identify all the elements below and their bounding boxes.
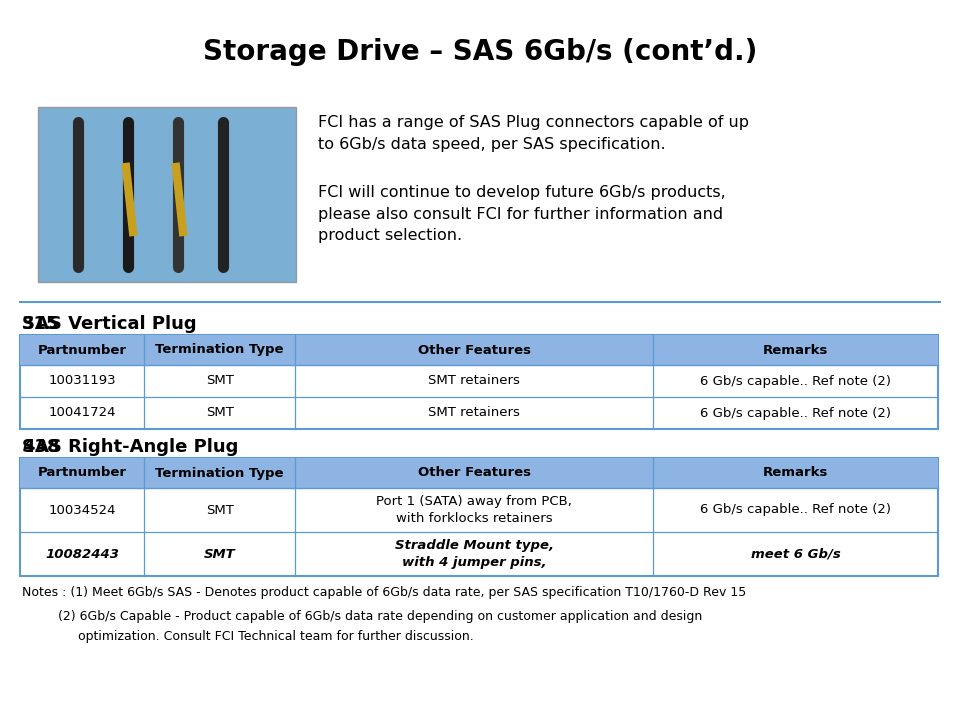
Text: SMT retainers: SMT retainers — [428, 374, 520, 387]
Text: Notes : (1) Meet 6Gb/s SAS - Denotes product capable of 6Gb/s data rate, per SAS: Notes : (1) Meet 6Gb/s SAS - Denotes pro… — [22, 586, 746, 599]
Text: Termination Type: Termination Type — [156, 467, 284, 480]
Text: SMT: SMT — [205, 503, 233, 516]
Text: Storage Drive – SAS 6Gb/s (cont’d.): Storage Drive – SAS 6Gb/s (cont’d.) — [203, 38, 757, 66]
Text: Other Features: Other Features — [418, 343, 531, 356]
Text: FCI will continue to develop future 6Gb/s products,
please also consult FCI for : FCI will continue to develop future 6Gb/… — [318, 185, 726, 243]
Text: Remarks: Remarks — [763, 467, 828, 480]
Text: optimization. Consult FCI Technical team for further discussion.: optimization. Consult FCI Technical team… — [22, 630, 473, 643]
Text: FCI has a range of SAS Plug connectors capable of up
to 6Gb/s data speed, per SA: FCI has a range of SAS Plug connectors c… — [318, 115, 749, 152]
Bar — [38, 107, 296, 282]
Bar — [20, 458, 938, 576]
Text: SMT: SMT — [205, 407, 233, 420]
Text: Straddle Mount type,
with 4 jumper pins,: Straddle Mount type, with 4 jumper pins, — [395, 539, 554, 569]
Text: 10031193: 10031193 — [48, 374, 116, 387]
Text: SMT: SMT — [204, 547, 235, 560]
Text: Partnumber: Partnumber — [37, 343, 127, 356]
Text: 6 Gb/s capable.. Ref note (2): 6 Gb/s capable.. Ref note (2) — [700, 407, 891, 420]
Text: 6 Gb/s capable.. Ref note (2): 6 Gb/s capable.. Ref note (2) — [700, 374, 891, 387]
Text: Partnumber: Partnumber — [37, 467, 127, 480]
Bar — [20, 458, 938, 488]
Text: SAS Vertical Plug: SAS Vertical Plug — [22, 315, 197, 333]
Text: (2) 6Gb/s Capable - Product capable of 6Gb/s data rate depending on customer app: (2) 6Gb/s Capable - Product capable of 6… — [22, 610, 703, 623]
Text: SMT: SMT — [205, 374, 233, 387]
Text: Port 1 (SATA) away from PCB,
with forklocks retainers: Port 1 (SATA) away from PCB, with forklo… — [376, 495, 572, 525]
Text: Termination Type: Termination Type — [156, 343, 284, 356]
Text: 315: 315 — [22, 315, 60, 333]
Text: meet 6 Gb/s: meet 6 Gb/s — [751, 547, 841, 560]
Text: 6 Gb/s capable.. Ref note (2): 6 Gb/s capable.. Ref note (2) — [700, 503, 891, 516]
Text: 10041724: 10041724 — [48, 407, 116, 420]
Text: 10082443: 10082443 — [45, 547, 119, 560]
Text: SMT retainers: SMT retainers — [428, 407, 520, 420]
Text: SAS Right-Angle Plug: SAS Right-Angle Plug — [22, 438, 238, 456]
Bar — [20, 335, 938, 365]
Text: Other Features: Other Features — [418, 467, 531, 480]
Text: 10034524: 10034524 — [48, 503, 116, 516]
Bar — [20, 335, 938, 429]
Text: 438: 438 — [22, 438, 60, 456]
Text: Remarks: Remarks — [763, 343, 828, 356]
